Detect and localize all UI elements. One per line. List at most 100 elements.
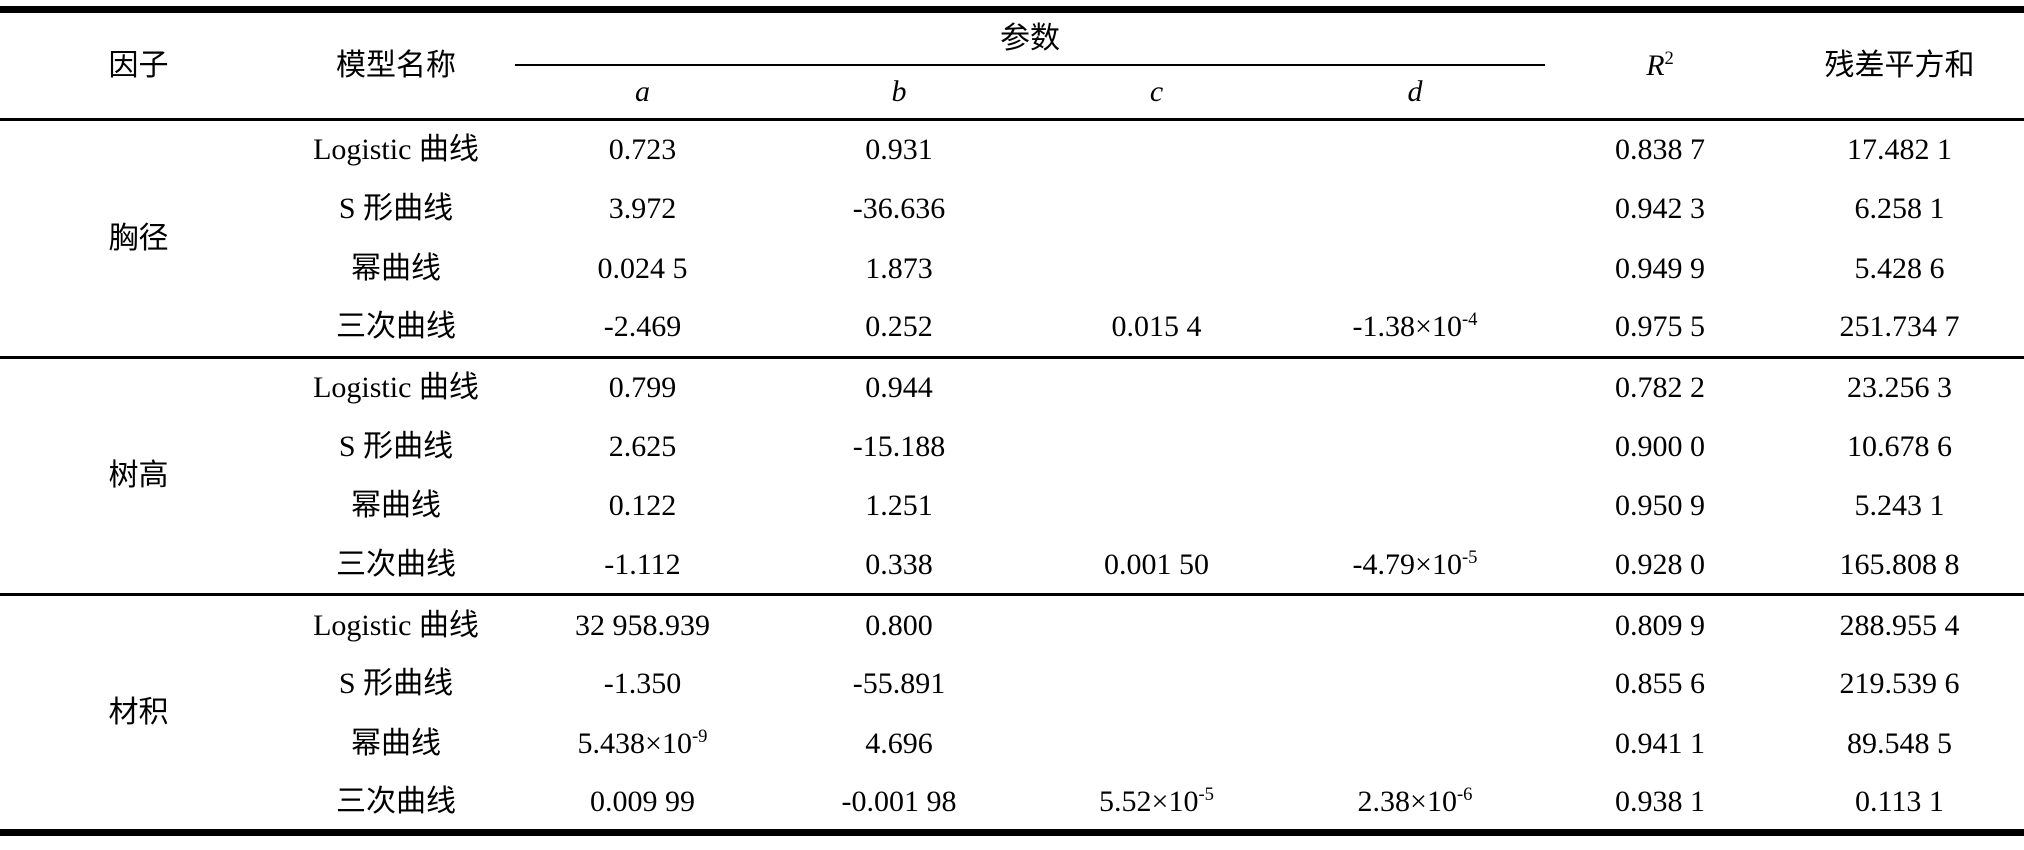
cell-b: 4.696	[865, 726, 933, 760]
cell-d	[1285, 120, 1545, 179]
cell-r-squared: 0.942 3	[1615, 192, 1705, 226]
cell-rss: 10.678 6	[1847, 429, 1952, 463]
header-factor: 因子	[0, 9, 277, 121]
cell-d: 2.38×10-6	[1357, 783, 1473, 818]
cell-a: 2.625	[608, 429, 677, 463]
cell-b: 0.252	[865, 310, 933, 344]
header-param-a: a	[515, 64, 770, 121]
cell-r-squared: 0.950 9	[1615, 489, 1705, 523]
cell-rss: 0.113 1	[1855, 784, 1944, 818]
cell-a: 0.024 5	[597, 251, 688, 285]
cell-d	[1285, 417, 1545, 476]
table-row: 幂曲线 5.438×10-9 4.696 0.941 1 89.548 5	[0, 714, 2024, 773]
cell-r-squared: 0.838 7	[1615, 133, 1705, 167]
cell-rss: 5.428 6	[1854, 251, 1945, 285]
header-r-squared: R2	[1545, 9, 1775, 121]
cell-b: 0.800	[770, 593, 1028, 655]
cell-model: Logistic 曲线	[277, 355, 515, 417]
group-tree-height: 树高 Logistic 曲线 0.799 0.944 0.782 2 23.25…	[0, 355, 2024, 595]
header-residual-sum-of-squares: 残差平方和	[1775, 9, 2024, 121]
cell-r-squared: 0.809 9	[1545, 593, 1775, 655]
cell-a: 3.972	[608, 192, 677, 226]
table-row: 三次曲线 -2.469 0.252 0.015 4 -1.38×10-4 0.9…	[0, 298, 2024, 357]
cell-a: -1.112	[604, 547, 681, 581]
cell-c	[1028, 476, 1285, 535]
cell-c	[1028, 593, 1285, 655]
cell-c: 0.015 4	[1111, 310, 1202, 344]
cell-b: 1.873	[865, 251, 933, 285]
cell-c: 5.52×10-5	[1099, 783, 1214, 818]
cell-model: 三次曲线	[336, 310, 456, 344]
cell-a: -2.469	[603, 310, 682, 344]
cell-model: 幂曲线	[351, 251, 441, 285]
cell-rss: 5.243 1	[1854, 489, 1945, 523]
cell-rss: 89.548 5	[1847, 726, 1952, 760]
table-row: S 形曲线 -1.350 -55.891 0.855 6 219.539 6	[0, 654, 2024, 713]
table-row: 幂曲线 0.024 5 1.873 0.949 9 5.428 6	[0, 238, 2024, 297]
factor-label: 材积	[0, 593, 277, 833]
cell-r-squared: 0.855 6	[1615, 667, 1705, 701]
cell-c	[1028, 120, 1285, 179]
cell-d	[1285, 593, 1545, 655]
header-model-name: 模型名称	[277, 9, 515, 121]
cell-c	[1028, 179, 1285, 238]
cell-d	[1285, 476, 1545, 535]
cell-b: 0.944	[770, 355, 1028, 417]
cell-d: -4.79×10-5	[1352, 546, 1478, 581]
cell-b: -15.188	[852, 429, 946, 463]
cell-model: S 形曲线	[338, 429, 454, 463]
cell-rss: 165.808 8	[1839, 547, 1960, 581]
table-row: S 形曲线 2.625 -15.188 0.900 0 10.678 6	[0, 417, 2024, 476]
table-row: S 形曲线 3.972 -36.636 0.942 3 6.258 1	[0, 179, 2024, 238]
header-parameters: 参数	[515, 9, 1545, 66]
cell-rss: 6.258 1	[1854, 192, 1945, 226]
header-param-b: b	[770, 64, 1028, 121]
factor-label: 树高	[0, 355, 277, 595]
cell-c: 0.001 50	[1104, 547, 1209, 581]
cell-d	[1285, 355, 1545, 417]
cell-a: 5.438×10-9	[577, 725, 708, 760]
cell-rss: 17.482 1	[1847, 133, 1952, 167]
model-fit-table: 因子 模型名称 参数 R2 残差平方和 a b c d 胸径 Logistic …	[0, 6, 2024, 836]
table-row: 三次曲线 0.009 99 -0.001 98 5.52×10-5 2.38×1…	[0, 773, 2024, 832]
cell-d	[1285, 179, 1545, 238]
cell-model: S 形曲线	[338, 667, 454, 701]
factor-label: 胸径	[108, 221, 169, 255]
cell-d: -1.38×10-4	[1352, 309, 1478, 344]
cell-c	[1028, 355, 1285, 417]
cell-d	[1285, 654, 1545, 713]
cell-a: 0.009 99	[590, 784, 695, 818]
cell-a: 0.723	[608, 133, 677, 167]
cell-a: 32 958.939	[515, 593, 770, 655]
cell-r-squared: 0.975 5	[1615, 310, 1705, 344]
cell-r-squared: 0.941 1	[1615, 726, 1705, 760]
cell-model: 三次曲线	[336, 547, 456, 581]
cell-b: 0.338	[865, 547, 933, 581]
cell-rss: 251.734 7	[1839, 310, 1960, 344]
cell-c	[1028, 714, 1285, 773]
cell-r-squared: 0.938 1	[1615, 784, 1705, 818]
cell-a: 0.122	[608, 489, 677, 523]
cell-r-squared: 0.928 0	[1615, 547, 1705, 581]
table-row: 幂曲线 0.122 1.251 0.950 9 5.243 1	[0, 476, 2024, 535]
cell-b: 0.931	[865, 133, 933, 167]
cell-rss: 288.955 4	[1775, 593, 2024, 655]
cell-model: S 形曲线	[338, 192, 454, 226]
cell-b: 1.251	[865, 489, 933, 523]
cell-rss: 23.256 3	[1775, 355, 2024, 417]
table-row: 材积 Logistic 曲线 32 958.939 0.800 0.809 9 …	[0, 593, 2024, 833]
cell-model: 三次曲线	[336, 784, 456, 818]
cell-b: -55.891	[852, 667, 946, 701]
cell-a: -1.350	[603, 667, 682, 701]
cell-c	[1028, 238, 1285, 297]
group-volume: 材积 Logistic 曲线 32 958.939 0.800 0.809 9 …	[0, 593, 2024, 833]
cell-b: -36.636	[852, 192, 946, 226]
group-dbh: 胸径 Logistic 曲线 0.723 0.931 0.838 7 17.48…	[0, 120, 2024, 358]
table-header: 因子 模型名称 参数 R2 残差平方和 a b c d	[0, 9, 2024, 121]
table-row: 胸径 Logistic 曲线 0.723 0.931 0.838 7 17.48…	[0, 120, 2024, 254]
cell-model: 幂曲线	[351, 726, 441, 760]
header-param-d: d	[1285, 64, 1545, 121]
table-row: 树高 Logistic 曲线 0.799 0.944 0.782 2 23.25…	[0, 355, 2024, 595]
cell-c	[1028, 654, 1285, 713]
cell-c	[1028, 417, 1285, 476]
